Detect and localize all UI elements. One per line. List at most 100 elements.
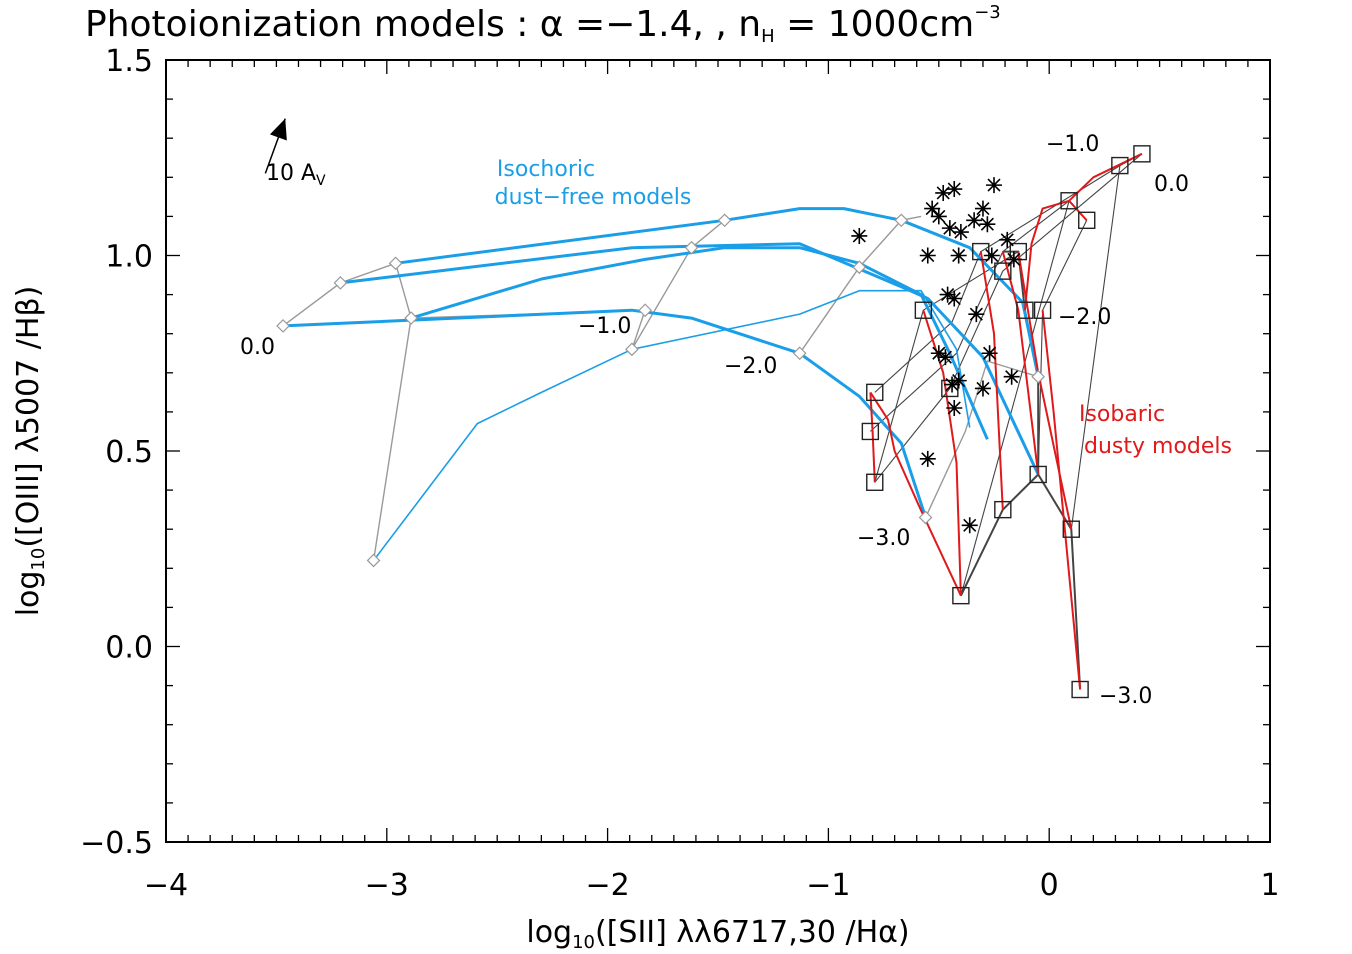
observed-point [983, 247, 1000, 264]
plot-content [264, 118, 1151, 699]
av-label-sub: V [316, 173, 326, 189]
observed-point [966, 212, 983, 229]
chart-title-main: Photoionization models : α =−1.4, , n [85, 4, 761, 45]
y-tick-label: 0.5 [105, 435, 153, 470]
isobaric-marker [1062, 520, 1080, 538]
iso-label-3: −3.0 [857, 526, 910, 551]
tick-labels: −4 −3 −2 −1 0 1 −0.5 0.0 0.5 1.0 1.5 [80, 44, 1279, 903]
x-axis-title: log10([SII] λλ6717,30 /Hα) [526, 915, 909, 953]
observed-point [968, 306, 985, 323]
observed-point [974, 200, 991, 217]
observed-point [930, 208, 947, 225]
chart-title-tail: = 1000cm [775, 4, 975, 45]
isobaric-marker [994, 500, 1012, 519]
isobaric-gray-line [870, 200, 1070, 432]
dusty-label-2: −2.0 [1058, 305, 1111, 330]
chart-title-sup: −3 [974, 2, 1001, 23]
observed-point [950, 247, 967, 264]
isochoric-marker [625, 342, 639, 357]
observed-point [939, 286, 956, 303]
isochoric-gray-line [924, 360, 1039, 518]
observed-point [930, 345, 947, 362]
isobaric-track [1068, 152, 1143, 202]
isobaric-track [979, 251, 1004, 510]
isochoric-label-2: dust−free models [495, 185, 692, 210]
observed-point [946, 290, 963, 307]
isochoric-label-1: Isochoric [497, 157, 595, 182]
isobaric-track [869, 391, 962, 597]
isobaric-marker [994, 262, 1012, 280]
isobaric-marker [861, 422, 880, 441]
isochoric-marker [1031, 369, 1046, 384]
isochoric-marker [684, 240, 699, 255]
isobaric-marker [1078, 211, 1096, 230]
y-axis-title-post: ([OIII] λ5007 /Hβ) [11, 286, 46, 548]
observed-point [1005, 251, 1022, 268]
isochoric-marker [333, 276, 348, 290]
observed-point [979, 216, 996, 233]
observed-point [941, 220, 958, 237]
isobaric-marker [866, 473, 884, 491]
observed-point [924, 200, 941, 217]
isochoric-track [282, 308, 928, 518]
y-axis-title-pre: log [11, 571, 46, 617]
isobaric-marker [952, 586, 970, 605]
observed-point [986, 177, 1002, 194]
observed-point [952, 224, 969, 241]
isobaric-marker [1033, 301, 1052, 319]
observed-point [937, 349, 954, 366]
av-label: 10 AV [266, 161, 326, 189]
isobaric-dark-line [1002, 250, 1040, 475]
observed-point [974, 380, 991, 397]
iso-label-2: −2.0 [724, 354, 777, 379]
isobaric-track [922, 309, 962, 596]
observed-point [950, 372, 967, 389]
isochoric-gray-line [282, 262, 396, 327]
chart-title: Photoionization models : α =−1.4, , nH =… [85, 2, 1001, 47]
isobaric-track [1041, 310, 1082, 690]
observed-point [981, 345, 998, 362]
observed-point [999, 231, 1016, 248]
isochoric-marker [638, 303, 652, 318]
x-tick-label: −4 [144, 868, 188, 903]
dusty-label-3: −3.0 [1099, 684, 1152, 709]
isobaric-gray-line [1070, 153, 1143, 530]
x-tick-label: 0 [1040, 868, 1059, 903]
observed-point [919, 247, 936, 264]
observed-point [919, 450, 936, 467]
isobaric-gray-line [874, 153, 1143, 483]
isochoric-marker [852, 260, 867, 275]
isochoric-marker [918, 510, 933, 525]
observed-point [935, 184, 952, 201]
x-tick-label: 1 [1260, 868, 1279, 903]
observed-point [1003, 368, 1020, 385]
y-axis-title-sub: 10 [28, 548, 49, 571]
isochoric-gray-line [799, 215, 922, 354]
isochoric-marker [404, 311, 418, 325]
y-tick-label: 1.5 [105, 44, 153, 79]
isochoric-marker [276, 319, 290, 333]
y-tick-label: −0.5 [80, 826, 153, 861]
iso-label-0: 0.0 [240, 335, 275, 360]
isobaric-marker [941, 379, 959, 398]
isobaric-marker [1016, 301, 1034, 319]
chart-title-sub: H [761, 26, 775, 47]
isobaric-marker [914, 301, 933, 319]
x-axis-title-sub: 10 [572, 932, 595, 953]
isochoric-marker [894, 213, 909, 228]
y-tick-label: 0.0 [105, 631, 153, 666]
observed-point [961, 517, 978, 534]
x-tick-label: −1 [806, 868, 850, 903]
isochoric-marker [717, 213, 732, 228]
isochoric-marker [792, 346, 807, 361]
isobaric-track [869, 392, 876, 483]
isochoric-marker [366, 553, 381, 568]
isobaric-gray-line [874, 165, 1121, 393]
isochoric-track [340, 242, 1040, 476]
x-axis-title-post: ([SII] λλ6717,30 /Hα) [595, 915, 910, 950]
isobaric-marker [866, 383, 884, 402]
av-arrow-head [269, 118, 287, 141]
isochoric-track [372, 289, 971, 561]
isobaric-label-1: Isobaric [1079, 402, 1165, 427]
y-axis-title: log10([OIII] λ5007 /Hβ) [11, 286, 49, 617]
